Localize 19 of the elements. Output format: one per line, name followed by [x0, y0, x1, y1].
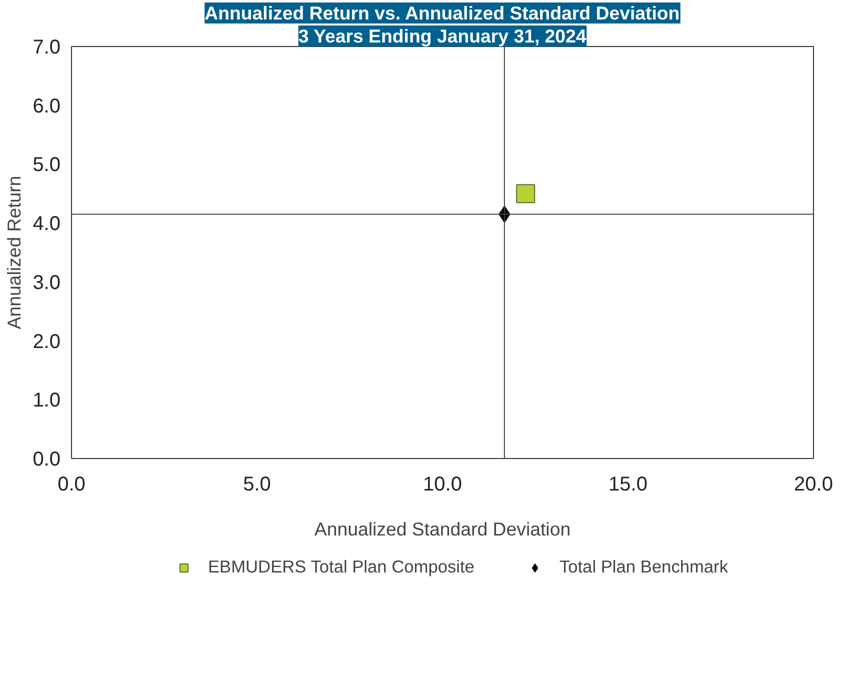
x-axis-title: Annualized Standard Deviation — [314, 518, 571, 540]
x-tick-label: 5.0 — [243, 474, 271, 496]
x-tick-label: 0.0 — [58, 474, 86, 496]
chart-title: Annualized Return vs. Annualized Standard Deviation — [204, 2, 680, 24]
x-tick-label: 10.0 — [423, 474, 462, 496]
y-tick-label: 1.0 — [32, 390, 61, 412]
y-tick-label: 3.0 — [32, 272, 61, 294]
x-tick-label: 15.0 — [608, 474, 648, 496]
y-tick-label: 7.0 — [32, 36, 61, 58]
x-tick-label: 20.0 — [794, 474, 833, 496]
y-tick-label: 6.0 — [32, 95, 61, 118]
legend-label: EBMUDERS Total Plan Composite — [208, 556, 474, 578]
y-tick-label: 4.0 — [32, 213, 61, 236]
chart-subtitle: 3 Years Ending January 31, 2024 — [298, 26, 587, 46]
y-tick-label: 5.0 — [32, 154, 61, 176]
y-axis-title: Annualized Return — [4, 176, 25, 330]
y-tick-label: 0.0 — [32, 448, 61, 470]
y-tick-label: 2.0 — [32, 330, 61, 353]
legend-label: Total Plan Benchmark — [559, 556, 728, 578]
